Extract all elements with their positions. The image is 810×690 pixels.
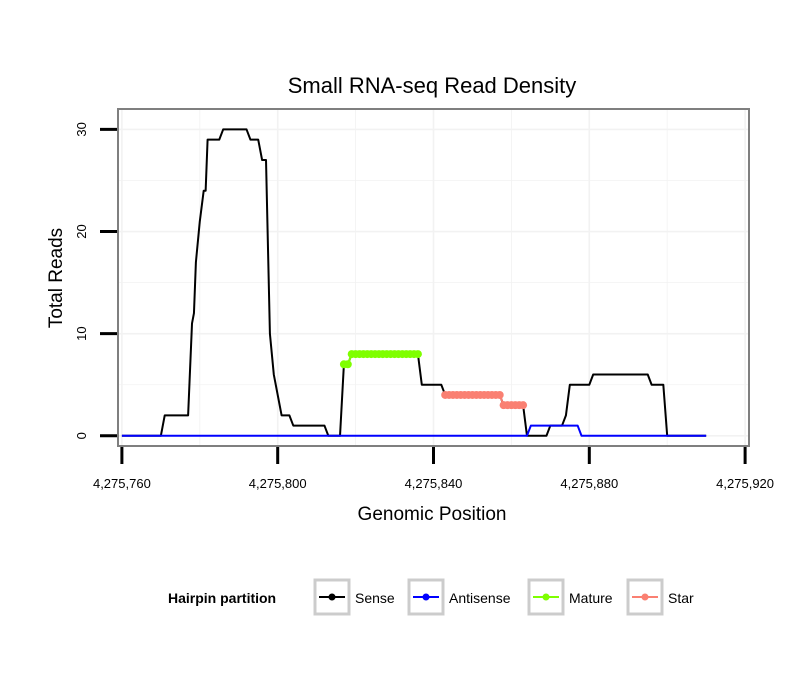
x-tick-label: 4,275,880 bbox=[560, 476, 618, 491]
y-axis: 0 10 20 30 bbox=[74, 122, 117, 439]
sense-line bbox=[121, 128, 707, 437]
legend-title: Hairpin partition bbox=[168, 590, 276, 606]
series-mature bbox=[339, 350, 422, 369]
legend-label: Mature bbox=[569, 590, 613, 606]
legend-entry-mature: Mature bbox=[527, 578, 613, 616]
x-tick-label: 4,275,840 bbox=[405, 476, 463, 491]
x-axis: 4,275,760 4,275,800 4,275,840 4,275,880 4,27… bbox=[93, 447, 774, 491]
y-tick-label: 0 bbox=[74, 432, 89, 439]
y-tick-label: 10 bbox=[74, 326, 89, 340]
x-tick-label: 4,275,800 bbox=[249, 476, 307, 491]
legend-key-point bbox=[328, 593, 336, 601]
legend-entry-sense: Sense bbox=[313, 578, 395, 616]
legend-key-point bbox=[542, 593, 550, 601]
x-axis-title: Genomic Position bbox=[358, 504, 507, 525]
legend: Hairpin partition Sense Antisense Mature St… bbox=[168, 578, 694, 616]
series-antisense bbox=[121, 424, 707, 437]
antisense-line bbox=[121, 424, 707, 437]
legend-entry-star: Star bbox=[626, 578, 694, 616]
y-tick-label: 30 bbox=[74, 122, 89, 136]
star-point bbox=[519, 401, 528, 410]
legend-entry-antisense: Antisense bbox=[407, 578, 511, 616]
star-point bbox=[495, 390, 504, 399]
legend-key-point bbox=[422, 593, 430, 601]
mature-point bbox=[413, 350, 422, 359]
mature-point bbox=[343, 360, 352, 369]
chart-title: Small RNA-seq Read Density bbox=[288, 73, 577, 98]
series-star bbox=[441, 390, 528, 410]
legend-label: Antisense bbox=[449, 590, 511, 606]
legend-label: Star bbox=[668, 590, 694, 606]
x-tick-label: 4,275,920 bbox=[716, 476, 774, 491]
legend-label: Sense bbox=[355, 590, 395, 606]
data-series bbox=[121, 128, 707, 437]
series-sense bbox=[121, 128, 707, 437]
legend-key-point bbox=[641, 593, 649, 601]
y-tick-label: 20 bbox=[74, 224, 89, 238]
x-tick-label: 4,275,760 bbox=[93, 476, 151, 491]
y-axis-title: Total Reads bbox=[46, 228, 67, 328]
